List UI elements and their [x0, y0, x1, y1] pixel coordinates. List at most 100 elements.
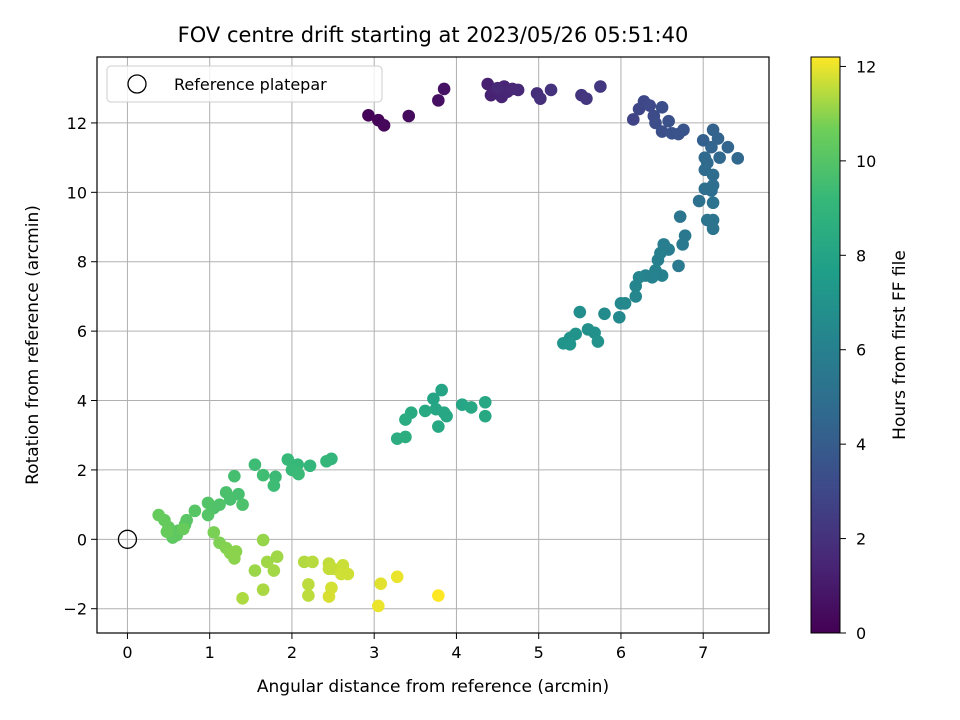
colorbar-tick-label: 2	[856, 530, 866, 549]
data-point	[248, 458, 262, 472]
data-point	[236, 498, 249, 511]
x-tick-label: 3	[369, 643, 379, 662]
data-point	[256, 468, 270, 482]
y-tick-label: 12	[67, 114, 87, 133]
x-tick-label: 7	[698, 643, 708, 662]
x-tick-label: 4	[451, 643, 461, 662]
data-point	[655, 125, 669, 138]
x-tick-label: 5	[534, 643, 544, 662]
data-point	[260, 555, 274, 569]
data-point	[432, 94, 445, 107]
y-tick-label: −2	[63, 600, 87, 619]
data-point	[302, 589, 315, 602]
data-point	[152, 508, 165, 522]
data-point	[372, 599, 385, 613]
data-point	[437, 82, 451, 96]
data-point	[721, 140, 735, 154]
data-point	[281, 453, 295, 466]
data-point	[306, 555, 319, 569]
data-point	[390, 570, 404, 584]
data-point	[563, 338, 577, 351]
data-point	[377, 119, 391, 132]
data-point	[440, 409, 453, 423]
legend-box	[106, 65, 383, 103]
colorbar-tick-label: 8	[856, 246, 866, 265]
data-point	[399, 430, 412, 444]
data-point	[676, 238, 689, 251]
data-point	[418, 404, 432, 418]
data-point	[672, 259, 685, 273]
data-point	[673, 210, 687, 223]
data-point	[711, 132, 725, 145]
data-point	[322, 562, 336, 576]
colorbar-tick-label: 12	[856, 57, 876, 76]
data-point	[629, 279, 643, 293]
colorbar-tick-label: 0	[856, 624, 866, 643]
data-point	[432, 589, 445, 602]
data-point	[614, 297, 628, 310]
x-axis-label: Angular distance from reference (arcmin)	[257, 677, 609, 697]
data-point	[713, 151, 726, 164]
y-tick-label: 6	[77, 322, 87, 341]
plot-frame	[96, 56, 770, 634]
data-point	[303, 459, 317, 473]
data-point	[677, 123, 690, 137]
data-point	[706, 222, 720, 236]
data-point	[598, 307, 611, 321]
data-point	[662, 114, 675, 128]
data-point	[594, 80, 607, 93]
x-tick-label: 2	[287, 643, 297, 662]
data-point	[399, 413, 412, 426]
data-point	[320, 454, 333, 468]
data-point	[219, 486, 233, 499]
data-point	[435, 383, 448, 397]
chart-title: FOV centre drift starting at 2023/05/26 …	[178, 23, 689, 47]
data-point	[655, 101, 669, 114]
data-point	[229, 545, 243, 558]
data-point	[706, 196, 720, 210]
data-point	[580, 92, 593, 105]
data-point	[236, 592, 249, 605]
data-point	[302, 578, 315, 591]
data-point	[207, 526, 221, 539]
x-tick-label: 0	[122, 643, 132, 662]
x-tick-label: 6	[616, 643, 626, 662]
data-point	[160, 525, 174, 538]
legend-reference-marker	[127, 74, 147, 94]
data-point	[270, 550, 284, 563]
data-point	[534, 92, 547, 105]
data-point	[427, 392, 440, 406]
colorbar-tick-label: 10	[856, 152, 876, 171]
data-point	[573, 305, 587, 319]
data-point	[651, 253, 665, 267]
data-point	[649, 116, 662, 130]
data-point	[201, 508, 215, 522]
reference-platepar-marker	[117, 529, 138, 549]
data-point	[402, 109, 416, 123]
y-tick-label: 0	[77, 530, 87, 549]
data-point	[374, 577, 388, 591]
data-point	[511, 83, 525, 97]
data-point	[228, 469, 241, 483]
x-tick-label: 1	[205, 643, 215, 662]
data-point	[706, 213, 720, 227]
data-point	[341, 567, 355, 581]
data-point	[626, 113, 640, 126]
y-tick-label: 10	[67, 183, 87, 202]
y-axis-ticks: −2 0 2 4 6 8 10 12	[63, 114, 97, 619]
data-point	[629, 290, 643, 303]
data-point	[256, 583, 270, 596]
legend: Reference platepar	[106, 65, 383, 103]
data-points	[117, 77, 745, 613]
y-tick-label: 8	[77, 253, 87, 272]
data-point	[692, 194, 706, 208]
data-point	[591, 335, 605, 348]
data-point	[613, 310, 626, 324]
data-point	[432, 420, 445, 433]
colorbar-ticks: 0 2 4 6 8 10 12	[840, 57, 876, 643]
data-point	[491, 81, 504, 95]
data-point	[177, 522, 190, 536]
colorbar-tick-label: 6	[856, 341, 866, 360]
